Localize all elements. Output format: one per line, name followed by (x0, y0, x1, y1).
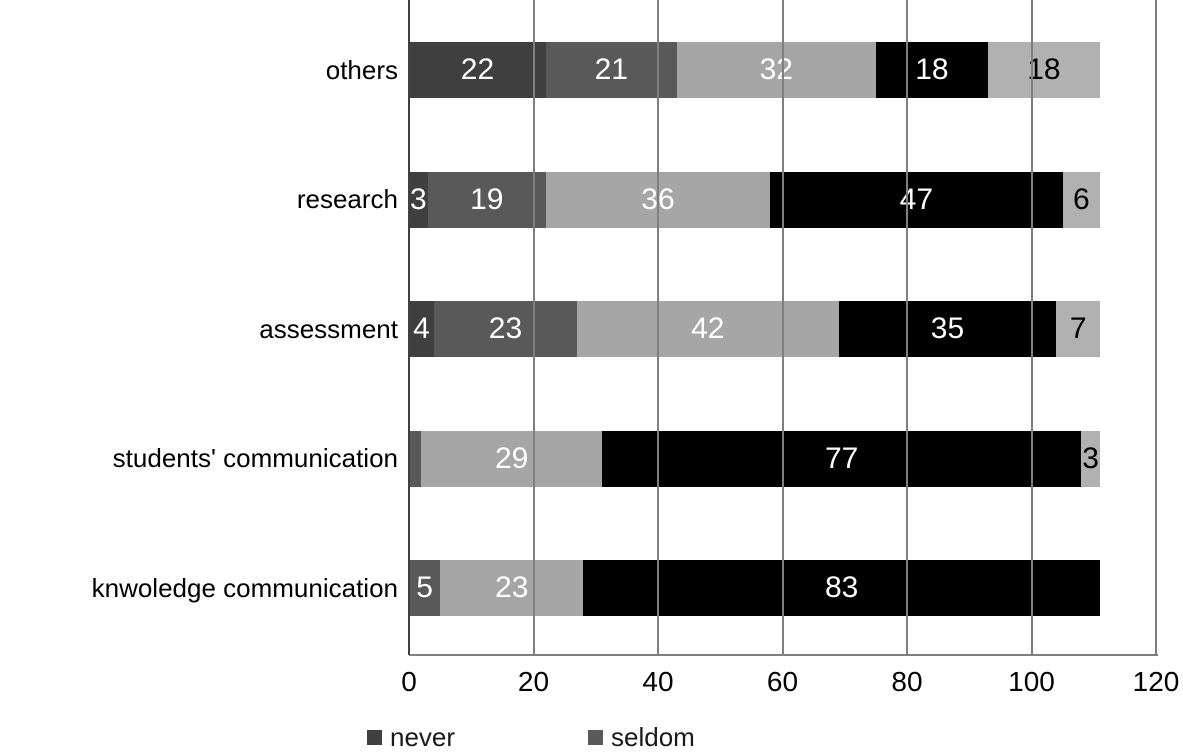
gridline (657, 0, 659, 655)
x-axis-line (409, 654, 1158, 656)
bar-segment-often: 77 (601, 430, 1082, 487)
bar-segment-value: 22 (460, 53, 495, 86)
bar-segment-value: 29 (495, 441, 529, 475)
gridline (781, 0, 784, 655)
legend-label: never (390, 721, 456, 752)
bar-segment-value: 18 (915, 53, 949, 86)
legend-swatch-seldom (588, 729, 603, 745)
bar-segment-always: 18 (987, 42, 1100, 98)
bar-segment-sometimes: 42 (577, 301, 839, 357)
bar-segment-seldom: 21 (545, 42, 677, 98)
bar-segment-value: 35 (930, 312, 965, 345)
category-label: students' communication (112, 443, 398, 473)
x-tick-label: 60 (766, 666, 799, 697)
legend-item-seldom: seldom (588, 720, 695, 754)
bar-segment-never: 22 (409, 42, 546, 98)
bar-segment-value: 4 (413, 312, 430, 345)
bar-segment-value: 42 (691, 312, 725, 345)
bar-segment-always: 3 (1081, 430, 1100, 487)
bar-segment-value: 47 (899, 182, 934, 216)
bar-segment-value: 32 (759, 53, 793, 86)
plot-area: 22 21 32 18 18 3 19 36 47 6 4 23 42 35 7 29 77 3 5 23 83 (408, 0, 1157, 655)
bar-segment-value: 3 (409, 182, 427, 216)
legend: never seldom (0, 720, 1183, 754)
gridline (532, 0, 535, 655)
bar-segment-sometimes: 29 (421, 430, 602, 487)
bar-segment-seldom (409, 430, 422, 487)
bar-segment-value: 3 (1082, 441, 1099, 475)
bar-segment-often: 35 (838, 301, 1057, 357)
bar-segment-often: 83 (583, 560, 1100, 616)
bar-segment-always: 7 (1056, 301, 1100, 357)
bar-segment-never: 3 (409, 171, 428, 228)
gridline (1030, 0, 1033, 655)
bar-segment-value: 83 (824, 571, 859, 604)
bar-segment-seldom: 19 (427, 171, 546, 228)
bar-segment-sometimes: 32 (676, 42, 876, 98)
legend-swatch-never (367, 729, 382, 745)
bar-segment-value: 21 (594, 53, 628, 86)
bar-segment-value: 23 (495, 571, 529, 604)
category-label: assessment (259, 313, 398, 344)
bar-segment-value: 18 (1027, 53, 1061, 86)
bar-segment-value: 5 (416, 571, 433, 604)
bar-segment-value: 19 (470, 182, 504, 216)
category-label: research (296, 184, 398, 214)
x-tick-label: 100 (1008, 666, 1055, 697)
legend-label: seldom (611, 721, 695, 752)
category-label: knwoledge communication (91, 572, 398, 603)
x-tick-label: 0 (401, 666, 417, 697)
gridline (408, 0, 410, 655)
bar-segment-always: 6 (1062, 171, 1100, 228)
bar-segment-never: 4 (409, 301, 434, 357)
bar-segment-value: 6 (1072, 182, 1090, 216)
x-tick-label: 20 (517, 666, 550, 697)
bar-segment-value: 77 (824, 441, 859, 475)
x-tick-label: 40 (642, 666, 674, 697)
gridline (1155, 0, 1157, 655)
bar-segment-often: 18 (875, 42, 988, 98)
bar-segment-value: 23 (488, 312, 523, 345)
x-tick-label: 120 (1132, 666, 1180, 697)
bar-segment-seldom: 5 (409, 560, 441, 616)
bar-segment-value: 7 (1069, 312, 1087, 345)
bar-segment-often: 47 (770, 171, 1063, 228)
legend-item-never: never (367, 720, 455, 754)
bar-segment-sometimes: 23 (440, 560, 584, 616)
x-tick-label: 80 (891, 666, 923, 697)
category-label: others (325, 54, 398, 85)
bar-segment-seldom: 23 (433, 301, 578, 357)
gridline (906, 0, 908, 655)
